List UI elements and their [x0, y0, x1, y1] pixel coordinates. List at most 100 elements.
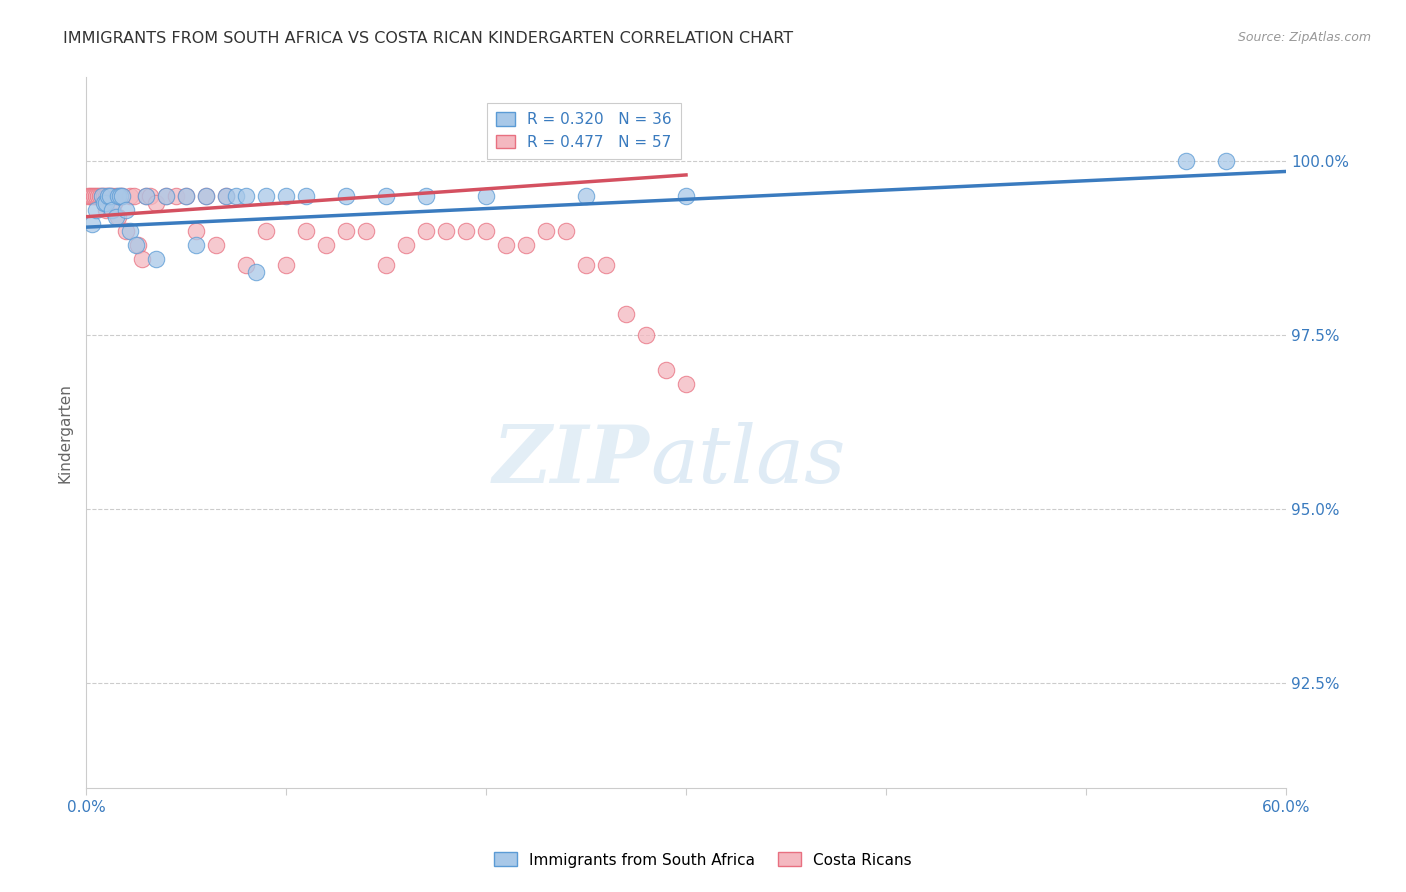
Point [120, 224, 142, 238]
Point [595, 259, 617, 273]
Point [675, 189, 697, 203]
Point [415, 189, 437, 203]
Point [83, 189, 105, 203]
Point [165, 189, 187, 203]
Point [315, 237, 337, 252]
Point [184, 237, 207, 252]
Point [655, 363, 678, 377]
Text: IMMIGRANTS FROM SOUTH AFRICA VS COSTA RICAN KINDERGARTEN CORRELATION CHART: IMMIGRANTS FROM SOUTH AFRICA VS COSTA RI… [63, 31, 793, 46]
Point [254, 224, 277, 238]
Point [395, 237, 418, 252]
Point [105, 189, 128, 203]
Point [375, 259, 398, 273]
Point [108, 189, 131, 203]
Point [89, 189, 111, 203]
Point [1215, 154, 1237, 169]
Point [1175, 154, 1198, 169]
Point [155, 189, 177, 203]
Point [215, 189, 238, 203]
Point [101, 189, 124, 203]
Point [634, 328, 657, 343]
Point [84, 189, 107, 203]
Point [475, 224, 498, 238]
Point [454, 224, 477, 238]
Legend: Immigrants from South Africa, Costa Ricans: Immigrants from South Africa, Costa Rica… [488, 847, 918, 873]
Point [80, 189, 103, 203]
Point [108, 189, 131, 203]
Point [575, 189, 598, 203]
Point [354, 224, 377, 238]
Point [77, 189, 100, 203]
Point [245, 265, 267, 279]
Point [103, 195, 125, 210]
Point [91, 189, 114, 203]
Point [254, 189, 277, 203]
Point [87, 189, 110, 203]
Y-axis label: Kindergarten: Kindergarten [58, 383, 72, 483]
Point [115, 224, 138, 238]
Point [127, 237, 149, 252]
Text: ZIP: ZIP [494, 422, 650, 500]
Point [139, 189, 162, 203]
Point [295, 224, 318, 238]
Point [235, 259, 257, 273]
Point [174, 189, 197, 203]
Point [555, 224, 578, 238]
Point [145, 195, 167, 210]
Point [675, 376, 697, 391]
Point [80, 217, 103, 231]
Text: Source: ZipAtlas.com: Source: ZipAtlas.com [1237, 31, 1371, 45]
Point [534, 224, 557, 238]
Point [274, 259, 297, 273]
Point [111, 189, 134, 203]
Point [375, 189, 398, 203]
Point [94, 202, 117, 217]
Point [614, 307, 637, 321]
Point [225, 189, 247, 203]
Point [131, 252, 153, 266]
Point [135, 189, 157, 203]
Point [575, 259, 598, 273]
Point [274, 189, 297, 203]
Point [515, 237, 537, 252]
Point [155, 189, 177, 203]
Point [475, 189, 498, 203]
Point [93, 195, 115, 210]
Point [107, 189, 129, 203]
Point [295, 189, 318, 203]
Point [195, 189, 218, 203]
Point [84, 202, 107, 217]
Point [434, 224, 457, 238]
Point [135, 189, 157, 203]
Point [97, 189, 120, 203]
Text: atlas: atlas [650, 422, 845, 500]
Point [111, 189, 134, 203]
Point [122, 189, 145, 203]
Point [98, 189, 121, 203]
Point [415, 224, 437, 238]
Point [94, 189, 117, 203]
Point [145, 252, 167, 266]
Point [195, 189, 218, 203]
Legend: R = 0.320   N = 36, R = 0.477   N = 57: R = 0.320 N = 36, R = 0.477 N = 57 [488, 103, 681, 159]
Point [174, 189, 197, 203]
Point [125, 237, 148, 252]
Point [91, 189, 114, 203]
Point [94, 195, 117, 210]
Point [495, 237, 517, 252]
Point [79, 189, 101, 203]
Point [215, 189, 238, 203]
Point [105, 210, 128, 224]
Point [205, 237, 228, 252]
Point [93, 189, 115, 203]
Point [101, 202, 124, 217]
Point [115, 202, 138, 217]
Point [107, 210, 129, 224]
Point [184, 224, 207, 238]
Point [120, 189, 142, 203]
Point [235, 189, 257, 203]
Point [335, 224, 357, 238]
Point [98, 189, 121, 203]
Point [97, 189, 120, 203]
Point [335, 189, 357, 203]
